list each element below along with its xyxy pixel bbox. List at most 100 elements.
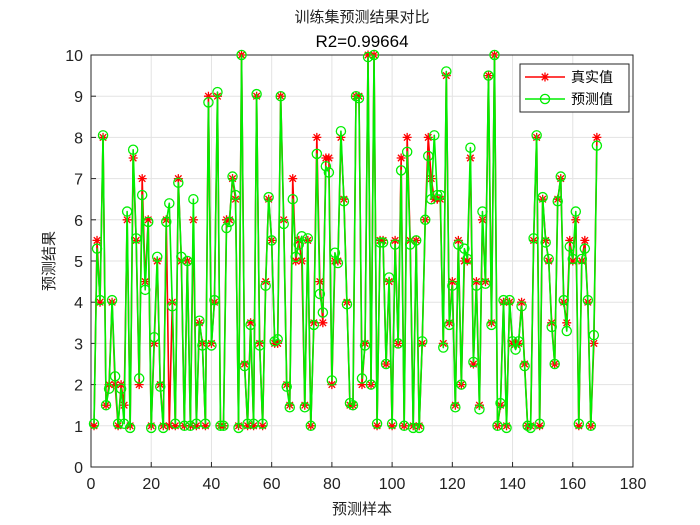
y-tick-label: 0 <box>74 460 83 477</box>
y-tick-label: 6 <box>74 213 83 230</box>
data-point-circle <box>142 216 154 228</box>
legend-entry: 真实值 <box>525 70 613 86</box>
data-point-circle <box>266 235 277 246</box>
data-point-circle <box>486 319 497 331</box>
data-point-asterisk <box>89 421 99 431</box>
data-point-circle <box>359 340 371 351</box>
data-point-circle <box>185 420 196 432</box>
chart-subtitle: R2=0.99664 <box>315 32 408 51</box>
data-point-asterisk <box>137 174 147 184</box>
y-tick-label: 5 <box>74 254 83 271</box>
data-point-circle <box>462 253 473 265</box>
data-point-circle <box>121 206 133 217</box>
data-point-asterisk <box>396 153 406 163</box>
data-point-circle <box>155 381 166 392</box>
data-point-asterisk <box>143 215 153 225</box>
data-point-asterisk <box>568 256 578 266</box>
data-point-circle <box>468 356 479 368</box>
data-point-circle <box>432 189 443 201</box>
data-point-circle <box>386 418 398 429</box>
data-point-asterisk <box>580 235 590 245</box>
data-point-asterisk <box>243 421 253 431</box>
data-point-circle <box>284 402 295 413</box>
data-point-circle <box>501 422 512 434</box>
data-point-circle <box>133 373 145 384</box>
data-point-circle <box>347 399 359 411</box>
series-2 <box>88 49 603 434</box>
data-point-circle <box>365 379 377 390</box>
data-point-asterisk <box>318 318 328 328</box>
data-point-circle <box>401 146 413 158</box>
data-point-circle <box>257 418 268 429</box>
data-point-circle <box>103 383 115 394</box>
x-tick-label: 160 <box>559 476 586 493</box>
data-point-circle <box>91 243 103 254</box>
data-point-asterisk <box>574 421 584 431</box>
data-point-asterisk <box>113 421 123 431</box>
data-point-circle <box>459 243 470 254</box>
data-point-asterisk <box>191 421 201 431</box>
data-point-circle <box>194 315 205 326</box>
data-point-circle <box>549 358 560 370</box>
data-point-asterisk <box>312 132 322 142</box>
data-point-asterisk <box>200 421 210 431</box>
data-point-circle <box>477 206 488 217</box>
data-point-circle <box>416 336 428 347</box>
data-point-circle <box>329 247 341 259</box>
data-point-circle <box>260 280 271 291</box>
data-point-asterisk <box>354 91 364 101</box>
data-point-circle <box>269 336 280 347</box>
data-point-circle <box>124 422 136 434</box>
data-point-circle <box>540 237 551 248</box>
data-point-circle <box>302 233 314 244</box>
data-point-circle <box>290 251 302 263</box>
data-point-circle <box>444 319 455 331</box>
data-point-asterisk <box>357 380 367 390</box>
data-point-circle <box>164 198 175 209</box>
data-point-circle <box>335 125 347 137</box>
data-point-circle <box>317 307 329 318</box>
data-point-circle <box>356 373 368 384</box>
data-point-asterisk <box>92 235 102 245</box>
data-point-circle <box>311 148 323 160</box>
data-point-circle <box>498 294 509 306</box>
data-point-circle <box>522 420 533 432</box>
chart-title: 训练集预测结果对比 <box>294 8 429 26</box>
data-point-circle <box>561 325 573 337</box>
data-point-asterisk <box>426 174 436 184</box>
data-point-circle <box>167 301 178 312</box>
data-point-asterisk <box>423 132 433 142</box>
data-point-circle <box>591 140 603 151</box>
data-point-circle <box>200 418 211 429</box>
data-point-circle <box>275 90 286 102</box>
data-point-circle <box>161 216 172 228</box>
data-point-asterisk <box>258 421 268 431</box>
legend-box <box>519 63 630 113</box>
data-point-circle <box>519 360 530 372</box>
y-tick-label: 3 <box>74 336 83 353</box>
data-point-circle <box>242 418 253 429</box>
data-point-asterisk <box>95 297 105 307</box>
x-tick-label: 140 <box>499 476 526 493</box>
data-point-circle <box>456 379 467 390</box>
data-point-circle <box>371 418 383 429</box>
data-point-circle <box>564 241 576 252</box>
data-point-circle <box>450 402 461 413</box>
x-tick-label: 180 <box>620 476 647 493</box>
data-point-circle <box>94 294 106 306</box>
data-point-asterisk <box>540 72 550 82</box>
data-point-circle <box>323 167 335 178</box>
data-point-circle <box>251 88 262 100</box>
data-point-circle <box>413 422 425 434</box>
data-point-asterisk <box>363 50 373 60</box>
data-point-circle <box>465 142 476 153</box>
data-point-circle <box>380 358 392 370</box>
data-point-circle <box>441 66 452 77</box>
data-point-circle <box>151 251 163 263</box>
data-point-circle <box>173 177 184 188</box>
data-point-circle <box>546 321 557 333</box>
y-axis-label: 预测结果 <box>40 231 58 291</box>
data-point-circle <box>209 294 220 306</box>
data-point-circle <box>338 196 350 207</box>
data-point-circle <box>227 171 238 182</box>
